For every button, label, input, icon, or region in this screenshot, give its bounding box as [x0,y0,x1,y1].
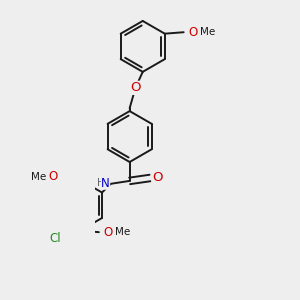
Text: Me: Me [200,27,215,37]
Text: O: O [152,172,163,184]
Text: N: N [101,177,110,190]
Text: O: O [188,26,197,39]
Text: O: O [103,226,112,239]
Text: Me: Me [31,172,46,182]
Text: O: O [130,81,141,94]
Text: Me: Me [115,227,130,237]
Text: Cl: Cl [49,232,61,245]
Text: O: O [49,170,58,183]
Text: H: H [97,178,105,188]
